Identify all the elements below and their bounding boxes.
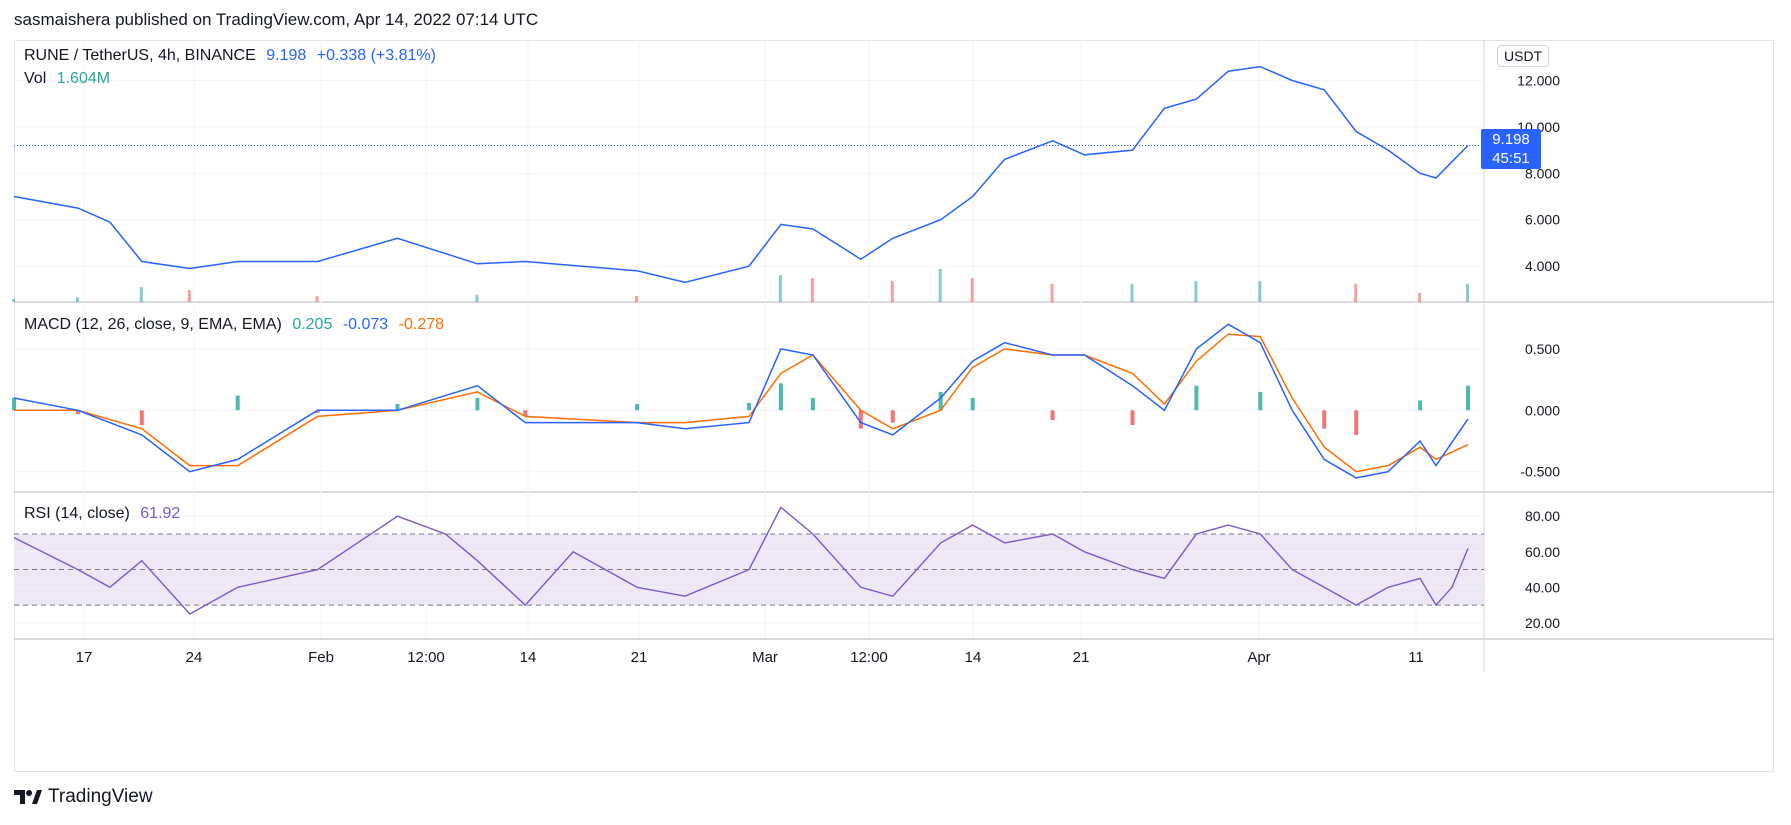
macd-histogram-bar: [1130, 410, 1135, 425]
x-axis-tick-label: 21: [1073, 649, 1090, 666]
macd-histogram-bar: [475, 398, 480, 411]
macd-histogram-bar: [12, 398, 16, 411]
volume-bar: [938, 269, 942, 302]
volume-bar: [75, 297, 79, 302]
macd-histogram-bar: [1322, 410, 1327, 429]
publisher-line: sasmaishera published on TradingView.com…: [14, 10, 539, 29]
x-axis-tick-label: Mar: [752, 649, 778, 666]
macd-axis-tick-label: -0.500: [1520, 464, 1560, 480]
macd-histogram-bar: [1466, 385, 1470, 411]
bar-countdown-tag: 45:51: [1481, 148, 1541, 169]
rsi-axis-tick-label: 80.00: [1525, 508, 1560, 524]
volume-bar: [778, 275, 782, 302]
volume-bar: [1466, 284, 1469, 302]
volume-bar: [1258, 281, 1262, 302]
x-axis-tick-label: 24: [186, 649, 203, 666]
macd-histogram-bar: [1050, 410, 1055, 421]
volume-bar: [635, 296, 639, 302]
tradingview-logo[interactable]: TradingView: [14, 786, 153, 808]
x-axis-tick-label: Apr: [1247, 649, 1270, 666]
macd-histogram-bar: [890, 410, 895, 423]
macd-histogram-bar: [778, 383, 783, 411]
last-price-tag: 9.198: [1481, 129, 1541, 150]
macd-histogram-bar: [858, 410, 863, 429]
x-axis-tick-label: 11: [1408, 649, 1424, 666]
volume-legend: Vol 1.604M: [24, 70, 116, 88]
volume-bar: [12, 299, 15, 302]
symbol-label[interactable]: RUNE / TetherUS, 4h, BINANCE: [24, 47, 256, 64]
price-axis-tick-label: 12.000: [1517, 72, 1560, 88]
volume-bar: [1418, 293, 1422, 302]
x-axis-tick-label: 14: [520, 649, 537, 666]
volume-label: Vol: [24, 70, 47, 87]
volume-bar: [475, 294, 479, 302]
macd-legend: MACD (12, 26, close, 9, EMA, EMA) 0.205 …: [24, 316, 450, 334]
x-axis-tick-label: 12:00: [850, 649, 888, 666]
macd-histogram-bar: [747, 402, 751, 411]
macd-signal-value: -0.278: [398, 316, 445, 333]
volume-bar: [1354, 284, 1358, 302]
macd-histogram-bar: [235, 395, 240, 411]
volume-bar: [810, 278, 814, 302]
last-price-label: 9.198: [266, 47, 307, 64]
tradingview-logo-text: TradingView: [48, 786, 153, 807]
macd-histogram-bar: [1194, 385, 1199, 411]
rsi-legend: RSI (14, close) 61.92: [24, 505, 186, 523]
x-axis-tick-label: Feb: [308, 649, 334, 666]
macd-histogram-bar: [75, 410, 80, 414]
macd-histogram-bar: [1354, 410, 1359, 435]
macd-histogram-bar: [523, 410, 528, 417]
rsi-title[interactable]: RSI (14, close): [24, 505, 130, 522]
rsi-axis-tick-label: 40.00: [1525, 579, 1560, 595]
price-axis-tick-label: 8.000: [1525, 165, 1560, 181]
x-axis-tick-label: 21: [631, 649, 648, 666]
volume-bar: [970, 278, 974, 302]
macd-signal-line: [14, 333, 1469, 473]
macd-histogram-bar: [810, 398, 815, 411]
volume-bar: [1050, 284, 1054, 302]
price-line: [13, 65, 1469, 284]
rsi-axis-tick-label: 20.00: [1525, 615, 1560, 631]
x-axis-tick-label: 12:00: [407, 649, 445, 666]
volume-bar: [315, 296, 319, 302]
currency-button[interactable]: USDT: [1497, 45, 1550, 67]
volume-value: 1.604M: [56, 70, 111, 87]
volume-bar: [187, 290, 191, 302]
macd-histogram-bar: [1418, 400, 1423, 411]
macd-title[interactable]: MACD (12, 26, close, 9, EMA, EMA): [24, 316, 282, 333]
macd-histogram-bar: [938, 391, 943, 411]
volume-bar: [139, 287, 143, 302]
macd-axis-tick-label: 0.000: [1525, 402, 1560, 418]
macd-histogram-bar: [1258, 391, 1263, 411]
macd-axis-tick-label: 0.500: [1525, 341, 1560, 357]
x-axis-tick-label: 14: [965, 649, 982, 666]
macd-histogram-bar: [970, 398, 975, 411]
x-axis-tick-label: 17: [76, 649, 93, 666]
macd-histogram-bar: [315, 410, 320, 413]
price-axis-tick-label: 4.000: [1525, 258, 1560, 274]
volume-bar: [890, 281, 894, 302]
rsi-value: 61.92: [140, 505, 181, 522]
rsi-axis-tick-label: 60.00: [1525, 544, 1560, 560]
price-legend: RUNE / TetherUS, 4h, BINANCE 9.198 +0.33…: [24, 47, 442, 65]
volume-bar: [1130, 284, 1134, 302]
macd-value: -0.073: [342, 316, 389, 333]
price-axis-tick-label: 6.000: [1525, 212, 1560, 228]
macd-histogram-bar: [395, 404, 400, 411]
macd-histogram-bar: [635, 404, 640, 411]
macd-hist-value: 0.205: [292, 316, 333, 333]
price-change-label: +0.338 (+3.81%): [316, 47, 436, 64]
macd-line: [13, 323, 1469, 479]
volume-bar: [1194, 281, 1198, 302]
tradingview-logo-icon: [14, 790, 42, 804]
macd-histogram-bar: [139, 410, 144, 425]
